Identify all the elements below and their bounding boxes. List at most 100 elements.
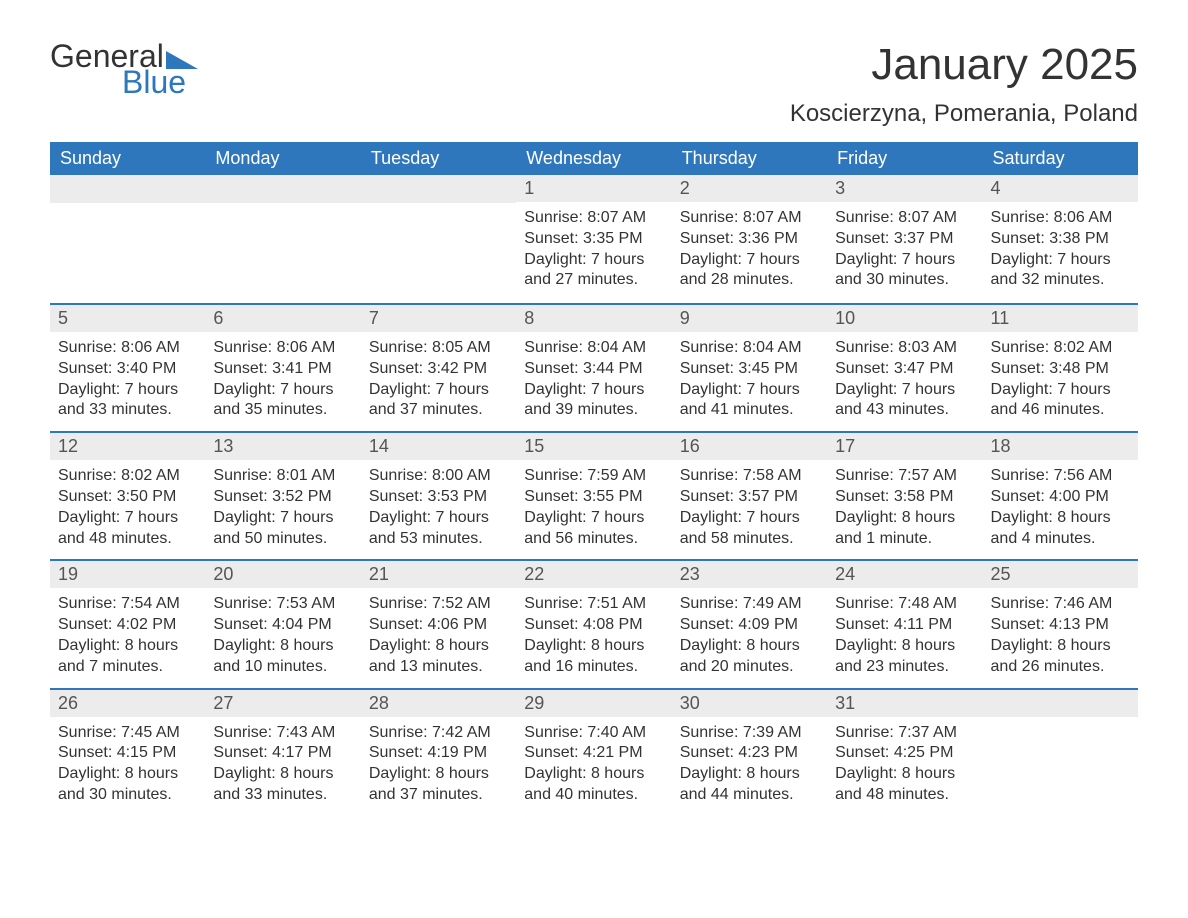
day-number: 4 xyxy=(983,175,1138,202)
sunset-line: Sunset: 4:17 PM xyxy=(213,743,352,764)
calendar-cell xyxy=(205,175,360,303)
calendar-body: 1Sunrise: 8:07 AMSunset: 3:35 PMDaylight… xyxy=(50,175,1138,816)
day-number: 22 xyxy=(516,559,671,588)
day-number: 14 xyxy=(361,431,516,460)
page-title: January 2025 xyxy=(790,40,1138,90)
day-number: 5 xyxy=(50,303,205,332)
sunset-line: Sunset: 3:47 PM xyxy=(835,359,974,380)
day-data: Sunrise: 8:06 AMSunset: 3:38 PMDaylight:… xyxy=(983,202,1138,301)
day-data: Sunrise: 7:53 AMSunset: 4:04 PMDaylight:… xyxy=(205,588,360,687)
weekday-header: Sunday xyxy=(50,142,205,175)
day-number: 19 xyxy=(50,559,205,588)
calendar-table: SundayMondayTuesdayWednesdayThursdayFrid… xyxy=(50,142,1138,816)
calendar-row: 12Sunrise: 8:02 AMSunset: 3:50 PMDayligh… xyxy=(50,431,1138,559)
sunset-line: Sunset: 3:58 PM xyxy=(835,487,974,508)
daylight-line: Daylight: 7 hours and 48 minutes. xyxy=(58,508,197,550)
daylight-line: Daylight: 7 hours and 56 minutes. xyxy=(524,508,663,550)
calendar-cell: 1 Sunrise: 8:07 AMSunset: 3:35 PMDaylight… xyxy=(516,175,671,303)
daylight-line: Daylight: 8 hours and 16 minutes. xyxy=(524,636,663,678)
calendar-cell: 18Sunrise: 7:56 AMSunset: 4:00 PMDayligh… xyxy=(983,431,1138,559)
day-data: Sunrise: 7:45 AMSunset: 4:15 PMDaylight:… xyxy=(50,717,205,816)
calendar-cell: 24Sunrise: 7:48 AMSunset: 4:11 PMDayligh… xyxy=(827,559,982,687)
sunrise-line: Sunrise: 7:48 AM xyxy=(835,594,974,615)
day-data: Sunrise: 7:56 AMSunset: 4:00 PMDaylight:… xyxy=(983,460,1138,559)
calendar-cell: 20Sunrise: 7:53 AMSunset: 4:04 PMDayligh… xyxy=(205,559,360,687)
day-data: Sunrise: 8:02 AMSunset: 3:50 PMDaylight:… xyxy=(50,460,205,559)
day-number: 9 xyxy=(672,303,827,332)
calendar-cell: 9Sunrise: 8:04 AMSunset: 3:45 PMDaylight… xyxy=(672,303,827,431)
sunrise-line: Sunrise: 7:51 AM xyxy=(524,594,663,615)
sunset-line: Sunset: 4:25 PM xyxy=(835,743,974,764)
day-data: Sunrise: 7:58 AMSunset: 3:57 PMDaylight:… xyxy=(672,460,827,559)
sunrise-line: Sunrise: 7:42 AM xyxy=(369,723,508,744)
day-data: Sunrise: 8:01 AMSunset: 3:52 PMDaylight:… xyxy=(205,460,360,559)
calendar-cell: 10Sunrise: 8:03 AMSunset: 3:47 PMDayligh… xyxy=(827,303,982,431)
calendar-row: 5Sunrise: 8:06 AMSunset: 3:40 PMDaylight… xyxy=(50,303,1138,431)
day-number: 1 xyxy=(516,175,671,202)
day-number: 2 xyxy=(672,175,827,202)
day-number: 26 xyxy=(50,688,205,717)
daylight-line: Daylight: 7 hours and 35 minutes. xyxy=(213,380,352,422)
sunset-line: Sunset: 3:55 PM xyxy=(524,487,663,508)
weekday-header: Tuesday xyxy=(361,142,516,175)
daylight-line: Daylight: 7 hours and 27 minutes. xyxy=(524,250,663,292)
daylight-line: Daylight: 8 hours and 1 minute. xyxy=(835,508,974,550)
day-number: 13 xyxy=(205,431,360,460)
sunrise-line: Sunrise: 7:58 AM xyxy=(680,466,819,487)
day-data: Sunrise: 8:06 AMSunset: 3:40 PMDaylight:… xyxy=(50,332,205,431)
day-data: Sunrise: 8:07 AMSunset: 3:36 PMDaylight:… xyxy=(672,202,827,301)
daylight-line: Daylight: 7 hours and 58 minutes. xyxy=(680,508,819,550)
calendar-cell xyxy=(361,175,516,303)
daylight-line: Daylight: 7 hours and 33 minutes. xyxy=(58,380,197,422)
calendar-cell: 27Sunrise: 7:43 AMSunset: 4:17 PMDayligh… xyxy=(205,688,360,816)
sunrise-line: Sunrise: 8:00 AM xyxy=(369,466,508,487)
daylight-line: Daylight: 7 hours and 43 minutes. xyxy=(835,380,974,422)
day-data: Sunrise: 8:05 AMSunset: 3:42 PMDaylight:… xyxy=(361,332,516,431)
calendar-cell: 14Sunrise: 8:00 AMSunset: 3:53 PMDayligh… xyxy=(361,431,516,559)
calendar-cell: 6Sunrise: 8:06 AMSunset: 3:41 PMDaylight… xyxy=(205,303,360,431)
calendar-cell: 31Sunrise: 7:37 AMSunset: 4:25 PMDayligh… xyxy=(827,688,982,816)
sunset-line: Sunset: 4:23 PM xyxy=(680,743,819,764)
weekday-header: Thursday xyxy=(672,142,827,175)
weekday-header: Friday xyxy=(827,142,982,175)
calendar-cell: 7Sunrise: 8:05 AMSunset: 3:42 PMDaylight… xyxy=(361,303,516,431)
sunrise-line: Sunrise: 8:04 AM xyxy=(680,338,819,359)
sunset-line: Sunset: 4:21 PM xyxy=(524,743,663,764)
daylight-line: Daylight: 8 hours and 37 minutes. xyxy=(369,764,508,806)
day-data: Sunrise: 7:39 AMSunset: 4:23 PMDaylight:… xyxy=(672,717,827,816)
daylight-line: Daylight: 8 hours and 23 minutes. xyxy=(835,636,974,678)
daylight-line: Daylight: 7 hours and 30 minutes. xyxy=(835,250,974,292)
sunset-line: Sunset: 3:53 PM xyxy=(369,487,508,508)
calendar-row: 1Sunrise: 8:07 AMSunset: 3:35 PMDaylight… xyxy=(50,175,1138,303)
day-data: Sunrise: 8:06 AMSunset: 3:41 PMDaylight:… xyxy=(205,332,360,431)
sunset-line: Sunset: 3:40 PM xyxy=(58,359,197,380)
day-number: 7 xyxy=(361,303,516,332)
sunrise-line: Sunrise: 8:02 AM xyxy=(991,338,1130,359)
calendar-cell: 4Sunrise: 8:06 AMSunset: 3:38 PMDaylight… xyxy=(983,175,1138,303)
sunrise-line: Sunrise: 8:07 AM xyxy=(524,208,663,229)
sunrise-line: Sunrise: 8:06 AM xyxy=(991,208,1130,229)
day-data: Sunrise: 7:46 AMSunset: 4:13 PMDaylight:… xyxy=(983,588,1138,687)
sunrise-line: Sunrise: 8:05 AM xyxy=(369,338,508,359)
day-data: Sunrise: 8:04 AMSunset: 3:45 PMDaylight:… xyxy=(672,332,827,431)
daylight-line: Daylight: 8 hours and 44 minutes. xyxy=(680,764,819,806)
sunrise-line: Sunrise: 7:49 AM xyxy=(680,594,819,615)
calendar-cell xyxy=(50,175,205,303)
day-number: 10 xyxy=(827,303,982,332)
day-data: Sunrise: 7:51 AMSunset: 4:08 PMDaylight:… xyxy=(516,588,671,687)
calendar-cell: 16Sunrise: 7:58 AMSunset: 3:57 PMDayligh… xyxy=(672,431,827,559)
daylight-line: Daylight: 7 hours and 41 minutes. xyxy=(680,380,819,422)
weekday-header: Wednesday xyxy=(516,142,671,175)
sunset-line: Sunset: 3:35 PM xyxy=(524,229,663,250)
day-data: Sunrise: 7:40 AMSunset: 4:21 PMDaylight:… xyxy=(516,717,671,816)
day-data: Sunrise: 7:48 AMSunset: 4:11 PMDaylight:… xyxy=(827,588,982,687)
sunrise-line: Sunrise: 7:46 AM xyxy=(991,594,1130,615)
calendar-cell: 22Sunrise: 7:51 AMSunset: 4:08 PMDayligh… xyxy=(516,559,671,687)
sunset-line: Sunset: 4:15 PM xyxy=(58,743,197,764)
empty-daynum-bar xyxy=(983,688,1138,717)
sunrise-line: Sunrise: 7:53 AM xyxy=(213,594,352,615)
logo-sail-icon xyxy=(166,51,198,69)
daylight-line: Daylight: 8 hours and 30 minutes. xyxy=(58,764,197,806)
sunrise-line: Sunrise: 7:56 AM xyxy=(991,466,1130,487)
sunset-line: Sunset: 4:04 PM xyxy=(213,615,352,636)
